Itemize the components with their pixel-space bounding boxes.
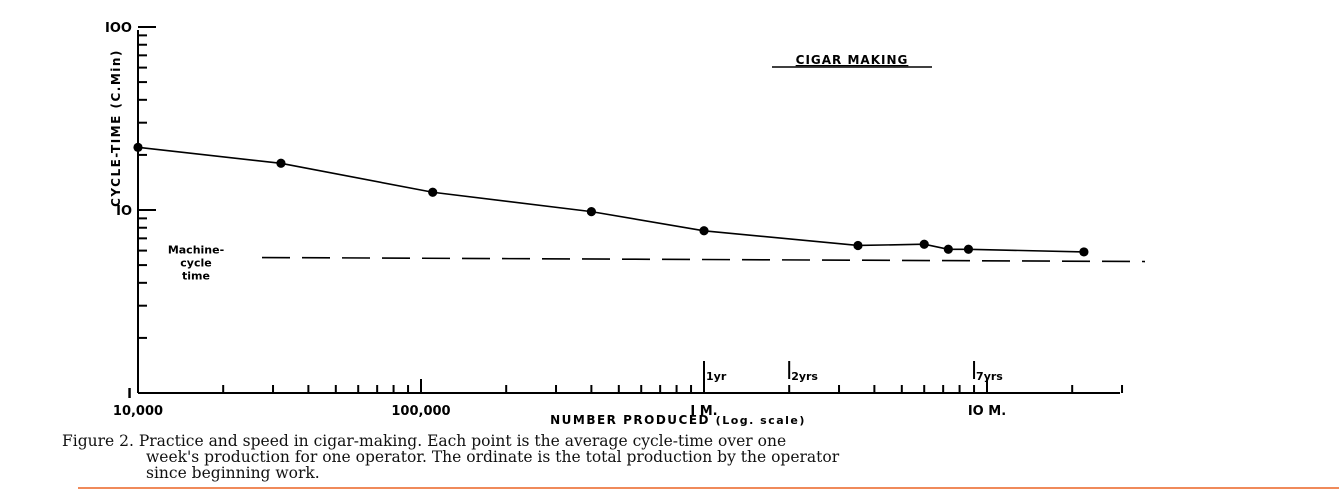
x-tick-label: 10,000 [113,404,163,419]
data-point [586,207,596,217]
year-annotation: 1yr [706,370,727,383]
data-point [853,240,863,251]
ticks [137,26,1124,394]
data-point [919,239,929,249]
machine-cycle-line [261,256,1146,263]
figure-caption: Figure 2. Practice and speed in cigar-ma… [62,433,1242,481]
machine-cycle-label: time [182,270,210,283]
data-point [276,158,286,168]
caption-line-1: Figure 2. Practice and speed in cigar-ma… [62,432,787,450]
y-tick-label: IO [116,204,132,219]
data-point [1079,247,1089,257]
data-point [963,244,974,254]
data-point [133,142,143,152]
x-tick-label: 100,000 [391,404,450,419]
machine-cycle-label: Machine- [168,244,224,257]
y-tick-label: I [127,387,132,402]
series [133,142,1089,257]
caption-line-3: since beginning work. [146,464,320,482]
year-annotation: 7yrs [976,370,1003,383]
x-tick-label: I M. [690,404,717,419]
caption-line-2: week's production for one operator. The … [146,448,840,466]
axes [137,30,1120,394]
x-axis-title: NUMBER PRODUCED (Log. scale) [550,413,806,427]
machine-cycle-label: cycle [180,257,211,270]
data-point [943,244,953,254]
series-line [137,146,1084,253]
labels: 10,000 100,000 I M. IO M. I IO IOO 1yr 2yrs 7yrs C… [105,21,1006,427]
bottom-rule [78,487,1339,489]
data-point [699,226,709,236]
year-annotation: 2yrs [791,370,818,383]
y-axis-title: CYCLE-TIME (C.Min) [109,49,123,207]
chart-title: CIGAR MAKING [796,53,909,67]
y-tick-label: IOO [105,21,132,36]
data-point [428,187,438,197]
x-tick-label: IO M. [968,404,1006,419]
